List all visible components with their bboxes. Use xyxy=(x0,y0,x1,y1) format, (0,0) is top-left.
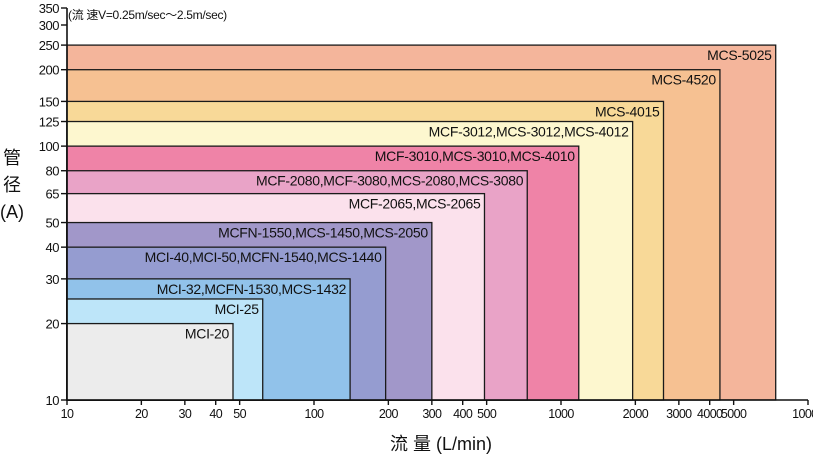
x-tick-label: 300 xyxy=(422,407,442,421)
x-tick-label: 1000 xyxy=(548,407,574,421)
axes xyxy=(61,7,809,405)
y-tick-label: 20 xyxy=(46,317,60,332)
block-label-mcf-2080-mcf-3080-mcs-2080-mcs-3080: MCF-2080,MCF-3080,MCS-2080,MCS-3080 xyxy=(256,173,524,189)
y-tick-labels: 10 20 30 40 50 65 80 100 125 150 200 250 300 350 xyxy=(39,1,60,408)
block-label-mci-40-mci-50-mcfn-1540-mcs-1440: MCI-40,MCI-50,MCFN-1540,MCS-1440 xyxy=(145,249,383,265)
x-tick-label: 30 xyxy=(178,407,191,421)
y-tick-label: 50 xyxy=(46,216,60,231)
y-tick-label: 250 xyxy=(39,38,59,53)
block-label-mcfn-1550-mcs-1450-mcs-2050: MCFN-1550,MCS-1450,MCS-2050 xyxy=(218,225,428,241)
y-tick-label: 300 xyxy=(39,18,59,33)
block-label-mci-32-mcfn-1530-mcs-1432: MCI-32,MCFN-1530,MCS-1432 xyxy=(157,281,347,297)
block-label-mci-20: MCI-20 xyxy=(185,326,230,342)
x-tick-labels: 10 20 30 40 50 100 200 300 400 500 1000 2000 3000 400… xyxy=(61,407,813,421)
x-tick-label: 100 xyxy=(304,407,324,421)
y-tick-label: 30 xyxy=(46,272,60,287)
block-label-mci-25: MCI-25 xyxy=(215,301,260,317)
y-tick-label: 80 xyxy=(46,164,60,179)
x-tick-label: 10000 xyxy=(792,407,813,421)
y-axis-title-line-3: (A) xyxy=(0,202,24,222)
y-tick-label: 65 xyxy=(46,187,60,202)
y-tick-label: 150 xyxy=(39,94,59,109)
x-tick-label: 40 xyxy=(209,407,222,421)
y-tick-label: 200 xyxy=(39,63,59,78)
x-tick-label: 3000 xyxy=(666,407,692,421)
block-label-mcf-3012-mcs-3012-mcs-4012: MCF-3012,MCS-3012,MCS-4012 xyxy=(429,124,629,140)
block-label-mcs-4520: MCS-4520 xyxy=(651,72,716,88)
x-tick-label: 20 xyxy=(135,407,148,421)
block-label-mcf-3010-mcs-3010-mcs-4010: MCF-3010,MCS-3010,MCS-4010 xyxy=(375,148,575,164)
y-tick-label: 125 xyxy=(39,115,59,130)
x-axis-title: 流 量 (L/min) xyxy=(390,434,492,454)
x-tick-label: 4000 xyxy=(697,407,723,421)
y-axis-title-line-1: 管 xyxy=(3,148,21,168)
x-tick-label: 400 xyxy=(453,407,473,421)
y-tick-label: 10 xyxy=(46,393,60,408)
x-tick-label: 50 xyxy=(233,407,246,421)
x-tick-label: 10 xyxy=(61,407,74,421)
x-tick-label: 5000 xyxy=(721,407,747,421)
y-tick-label: 350 xyxy=(39,1,59,16)
y-tick-label: 100 xyxy=(39,139,59,154)
block-label-mcs-5025: MCS-5025 xyxy=(707,47,772,63)
x-tick-label: 200 xyxy=(379,407,399,421)
model-blocks: MCS-5025 MCS-4520 MCS-4015 MCF-3012,MCS-301… xyxy=(66,44,777,401)
x-tick-label: 500 xyxy=(477,407,497,421)
block-label-mcs-4015: MCS-4015 xyxy=(595,103,660,119)
x-tick-label: 2000 xyxy=(623,407,649,421)
y-tick-label: 40 xyxy=(46,240,60,255)
flow-velocity-note: (流 速V=0.25m/sec～2.5m/sec) xyxy=(68,8,227,22)
block-label-mcf-2065-mcs-2065: MCF-2065,MCS-2065 xyxy=(349,196,481,212)
block-mci-20 xyxy=(66,322,234,401)
y-axis-title-line-2: 径 xyxy=(3,175,21,195)
